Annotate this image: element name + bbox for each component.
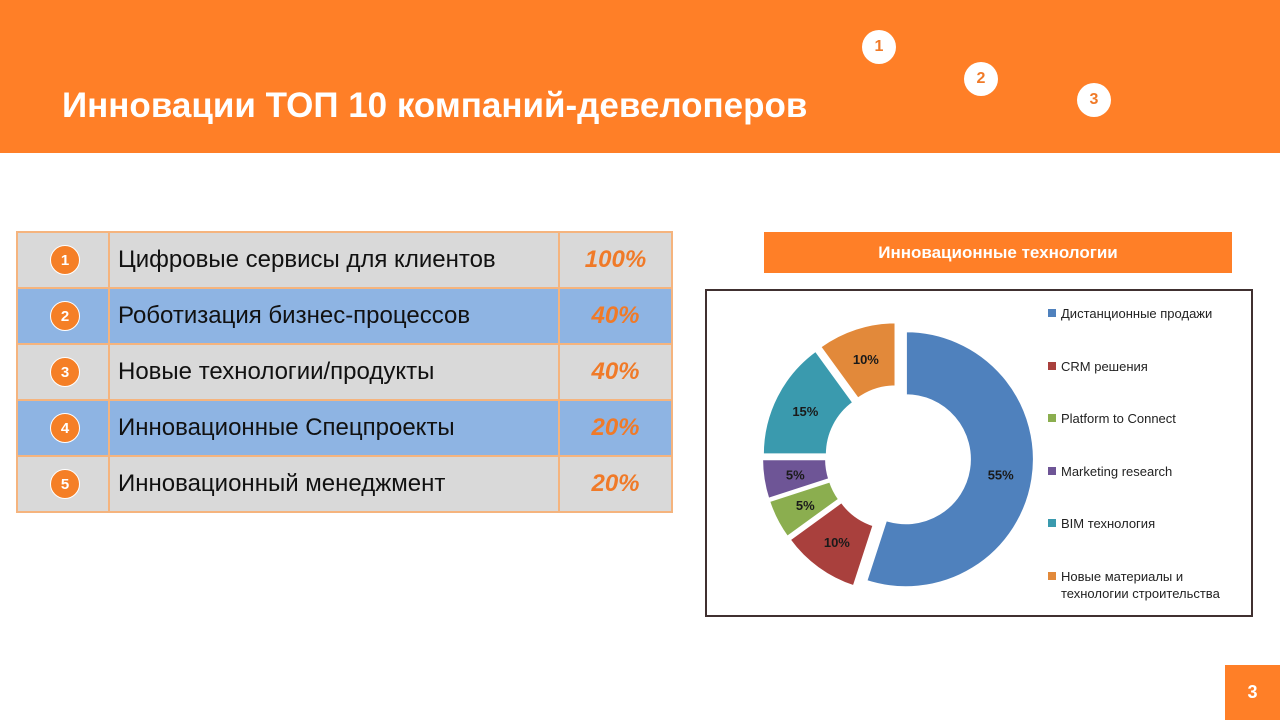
legend-swatch <box>1048 414 1056 422</box>
rank-badge: 4 <box>50 413 80 443</box>
legend-label: BIM технология <box>1061 516 1156 531</box>
legend-label: Новые материалы и технологии строительст… <box>1061 569 1220 601</box>
row-label: Инновационный менеджмент <box>108 455 560 513</box>
row-label: Новые технологии/продукты <box>108 343 560 401</box>
legend-label: Дистанционные продажи <box>1061 306 1213 321</box>
legend-swatch <box>1048 362 1056 370</box>
table-row: 3 Новые технологии/продукты 40% <box>16 343 673 401</box>
header-badge-2: 2 <box>964 62 998 96</box>
rank-badge: 2 <box>50 301 80 331</box>
table-row: 2 Роботизация бизнес-процессов 40% <box>16 287 673 345</box>
header-badge-3: 3 <box>1077 83 1111 117</box>
legend-label: CRM решения <box>1061 359 1148 374</box>
page-number: 3 <box>1225 665 1280 720</box>
row-value: 20% <box>558 455 673 513</box>
row-label: Роботизация бизнес-процессов <box>108 287 560 345</box>
row-label: Инновационные Спецпроекты <box>108 399 560 457</box>
chart-title: Инновационные технологии <box>764 232 1232 273</box>
legend-label: Marketing research <box>1061 464 1173 479</box>
row-label: Цифровые сервисы для клиентов <box>108 231 560 289</box>
header-badge-1: 1 <box>862 30 896 64</box>
legend-swatch <box>1048 309 1056 317</box>
row-value: 40% <box>558 287 673 345</box>
row-value: 40% <box>558 343 673 401</box>
legend-swatch <box>1048 519 1056 527</box>
row-value: 100% <box>558 231 673 289</box>
page-title: Инновации ТОП 10 компаний-девелоперов <box>62 86 808 125</box>
rank-badge: 5 <box>50 469 80 499</box>
row-value: 20% <box>558 399 673 457</box>
table-row: 5 Инновационный менеджмент 20% <box>16 455 673 513</box>
rank-badge: 1 <box>50 245 80 275</box>
table-row: 1 Цифровые сервисы для клиентов 100% <box>16 231 673 289</box>
rank-badge: 3 <box>50 357 80 387</box>
legend-label: Platform to Connect <box>1061 411 1176 426</box>
legend-swatch <box>1048 572 1056 580</box>
header-bar: Инновации ТОП 10 компаний-девелоперов 1 … <box>0 0 1280 153</box>
legend-swatch <box>1048 467 1056 475</box>
table-row: 4 Инновационные Спецпроекты 20% <box>16 399 673 457</box>
ranking-table: 1 Цифровые сервисы для клиентов 100% 2 Р… <box>16 231 673 513</box>
